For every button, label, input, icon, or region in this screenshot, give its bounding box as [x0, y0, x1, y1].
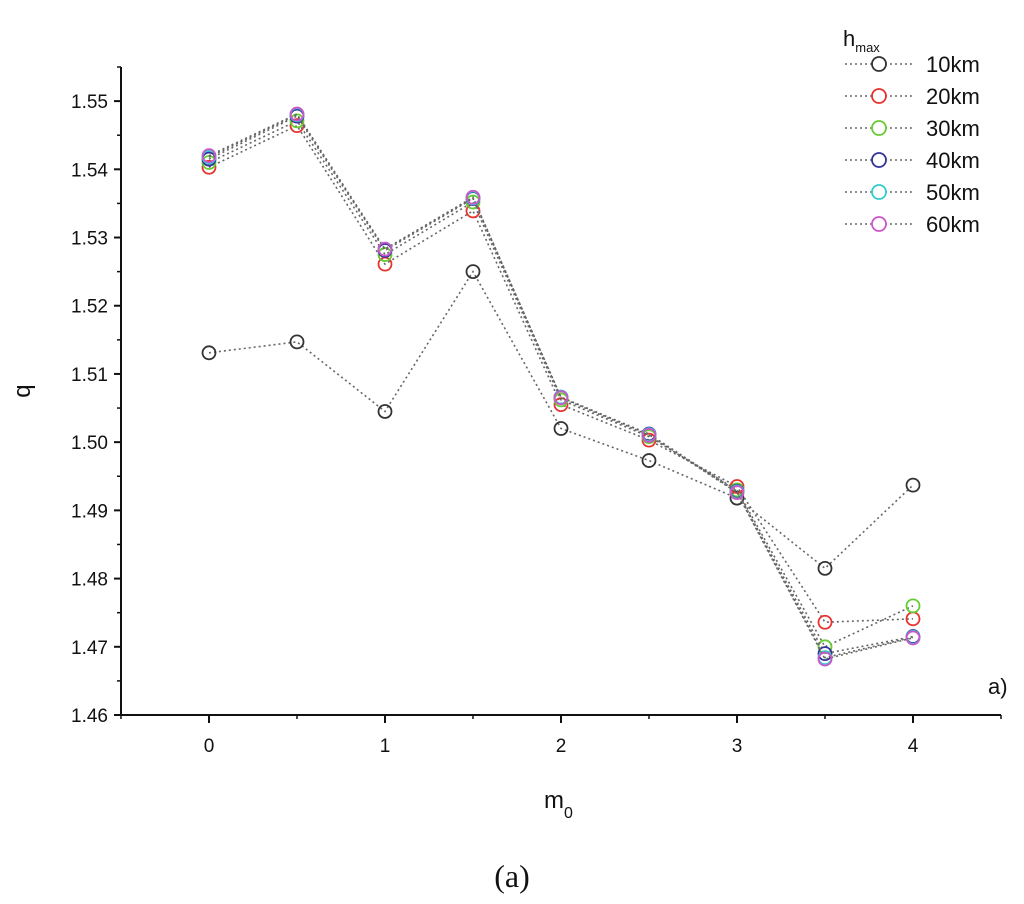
data-point	[289, 334, 305, 350]
x-tick-label: 2	[556, 736, 567, 757]
legend-label: 20km	[926, 84, 980, 109]
legend-marker	[871, 56, 887, 72]
y-axis-title: q	[9, 384, 36, 397]
legend-label: 10km	[926, 52, 980, 77]
legend-label: 60km	[926, 212, 980, 237]
legend-label: 30km	[926, 116, 980, 141]
y-tick-label: 1.52	[71, 297, 108, 318]
data-point	[465, 189, 481, 205]
data-point	[553, 397, 569, 413]
y-tick-label: 1.53	[71, 229, 108, 250]
legend: hmax 10km 20km 30km 40km 50km 60km	[843, 26, 980, 237]
series-20km	[201, 118, 921, 630]
figure-caption: (a)	[494, 858, 530, 894]
data-point	[201, 159, 217, 175]
legend-marker	[871, 88, 887, 104]
data-point	[817, 560, 833, 576]
legend-label: 40km	[926, 148, 980, 173]
series-10km	[201, 264, 921, 576]
legend-marker	[871, 216, 887, 232]
x-tick-label: 4	[908, 736, 919, 757]
x-axis-title-main: m	[544, 787, 564, 814]
legend-item-60km: 60km	[845, 212, 980, 237]
data-point	[905, 598, 921, 614]
data-point	[553, 421, 569, 436]
legend-title-subscript: max	[855, 40, 880, 55]
y-tick-label: 1.51	[71, 365, 108, 386]
legend-item-30km: 30km	[845, 116, 980, 141]
x-axis-title: m0	[544, 787, 573, 822]
data-point	[201, 148, 217, 164]
series-40km	[201, 108, 921, 662]
data-point	[553, 390, 569, 406]
data-point	[729, 485, 745, 501]
legend-item-20km: 20km	[845, 84, 980, 109]
data-point	[377, 247, 393, 262]
legend-item-40km: 40km	[845, 148, 980, 173]
x-tick-label: 3	[732, 736, 743, 757]
chart: 1.46 1.47 1.48 1.49 1.50 1.51 1.52 1.53 1.54 1.55…	[9, 26, 1008, 822]
legend-marker	[871, 120, 887, 136]
series-line	[208, 115, 914, 655]
data-point	[289, 113, 305, 129]
data-point	[905, 477, 921, 493]
legend-label: 50km	[926, 180, 980, 205]
series-line	[208, 113, 914, 659]
data-point	[377, 404, 393, 419]
data-point	[817, 614, 833, 630]
data-point	[201, 345, 217, 361]
panel-label: a)	[988, 674, 1008, 699]
series-line	[208, 113, 914, 660]
legend-item-50km: 50km	[845, 180, 980, 205]
axes: 1.46 1.47 1.48 1.49 1.50 1.51 1.52 1.53 1.54 1.55…	[71, 66, 1002, 757]
series-60km	[201, 106, 921, 667]
y-tick-label: 1.55	[71, 92, 108, 113]
y-tick-label: 1.54	[71, 160, 108, 181]
y-tick-label: 1.49	[71, 501, 108, 522]
y-tick-label: 1.46	[71, 706, 108, 727]
series-layer	[201, 106, 921, 667]
y-tick-label: 1.48	[71, 570, 108, 591]
y-tick-label: 1.50	[71, 433, 108, 454]
series-30km	[201, 113, 921, 655]
legend-marker	[871, 184, 887, 200]
data-point	[817, 646, 833, 662]
legend-title-main: h	[843, 26, 855, 51]
series-line	[208, 270, 914, 570]
legend-title: hmax	[843, 26, 880, 55]
y-tick-label: 1.47	[71, 638, 108, 659]
data-point	[641, 453, 657, 468]
data-point	[729, 490, 745, 506]
x-tick-label: 1	[380, 736, 391, 757]
series-line	[208, 124, 914, 624]
series-line	[208, 119, 914, 648]
data-point	[289, 106, 305, 122]
data-point	[817, 651, 833, 667]
data-point	[641, 427, 657, 443]
data-point	[905, 630, 921, 646]
x-tick-label: 0	[204, 736, 215, 757]
legend-marker	[871, 152, 887, 168]
data-point	[465, 264, 481, 280]
legend-item-10km: 10km	[845, 52, 980, 77]
series-50km	[201, 107, 921, 666]
data-point	[377, 241, 393, 257]
x-axis-title-subscript: 0	[564, 805, 573, 822]
